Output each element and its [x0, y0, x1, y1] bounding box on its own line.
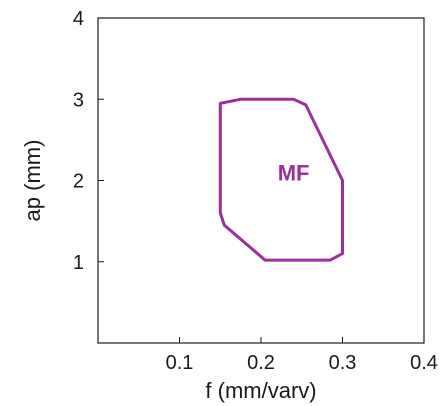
plot-frame	[97, 17, 425, 344]
region-outline	[218, 97, 344, 262]
y-tick-label: 1	[73, 252, 84, 274]
regions-layer: MF	[218, 97, 344, 262]
y-tick-label: 3	[73, 89, 84, 111]
x-axis-label: f (mm/varv)	[205, 378, 316, 403]
y-tick-label: 4	[73, 8, 84, 30]
y-axis-label: ap (mm)	[20, 140, 45, 222]
x-tick-label: 0.3	[329, 352, 357, 374]
y-tick-label: 2	[73, 171, 84, 193]
region-label: MF	[278, 160, 310, 185]
ticks-layer: 0.1 0.2 0.3 0.4 1 2 3 4	[73, 8, 438, 374]
x-tick-label: 0.4	[410, 352, 438, 374]
x-tick-label: 0.2	[247, 352, 275, 374]
axes-layer	[97, 17, 425, 344]
x-tick-label: 0.1	[166, 352, 194, 374]
